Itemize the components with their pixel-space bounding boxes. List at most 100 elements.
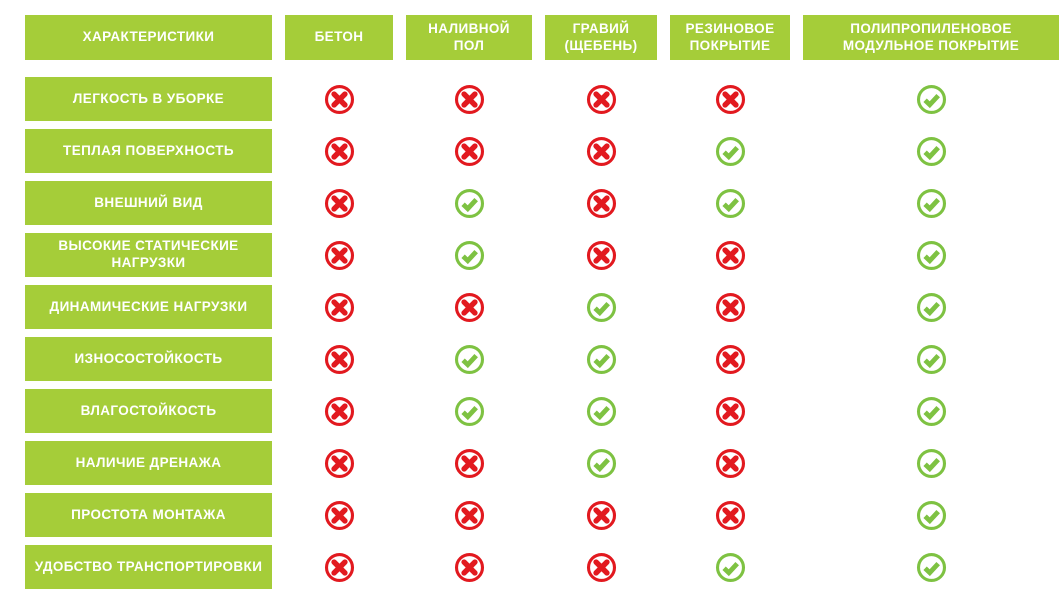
- status-cell: [285, 545, 393, 589]
- cross-in-circle-icon: [324, 136, 355, 167]
- status-cell: [803, 545, 1059, 589]
- column-header-gravel: ГРАВИЙ (ЩЕБЕНЬ): [545, 15, 657, 60]
- cross-in-circle-icon: [586, 500, 617, 531]
- cross-in-circle-icon: [454, 136, 485, 167]
- check-in-circle-icon: [586, 448, 617, 479]
- cross-in-circle-icon: [324, 344, 355, 375]
- check-in-circle-icon: [586, 344, 617, 375]
- status-cell: [803, 389, 1059, 433]
- status-cell: [803, 285, 1059, 329]
- row-label: НАЛИЧИЕ ДРЕНАЖА: [25, 441, 272, 485]
- table-row: ВЫСОКИЕ СТАТИЧЕСКИЕ НАГРУЗКИ: [25, 233, 1060, 277]
- status-cell: [670, 337, 790, 381]
- cross-in-circle-icon: [454, 84, 485, 115]
- cross-in-circle-icon: [324, 292, 355, 323]
- status-cell: [803, 129, 1059, 173]
- cross-in-circle-icon: [586, 188, 617, 219]
- cross-in-circle-icon: [715, 500, 746, 531]
- row-label: ПРОСТОТА МОНТАЖА: [25, 493, 272, 537]
- cross-in-circle-icon: [324, 552, 355, 583]
- row-label: ЛЕГКОСТЬ В УБОРКЕ: [25, 77, 272, 121]
- cross-in-circle-icon: [324, 448, 355, 479]
- check-in-circle-icon: [454, 240, 485, 271]
- row-label: УДОБСТВО ТРАНСПОРТИРОВКИ: [25, 545, 272, 589]
- status-cell: [670, 181, 790, 225]
- check-in-circle-icon: [916, 500, 947, 531]
- check-in-circle-icon: [586, 396, 617, 427]
- check-in-circle-icon: [916, 396, 947, 427]
- column-header-concrete: БЕТОН: [285, 15, 393, 60]
- status-cell: [285, 285, 393, 329]
- cross-in-circle-icon: [715, 84, 746, 115]
- cross-in-circle-icon: [454, 500, 485, 531]
- status-cell: [670, 441, 790, 485]
- cross-in-circle-icon: [715, 344, 746, 375]
- cross-in-circle-icon: [715, 292, 746, 323]
- cross-in-circle-icon: [715, 396, 746, 427]
- row-label: ВЫСОКИЕ СТАТИЧЕСКИЕ НАГРУЗКИ: [25, 233, 272, 277]
- cross-in-circle-icon: [324, 188, 355, 219]
- cross-in-circle-icon: [715, 240, 746, 271]
- cross-in-circle-icon: [454, 292, 485, 323]
- check-in-circle-icon: [586, 292, 617, 323]
- status-cell: [406, 233, 532, 277]
- status-cell: [406, 389, 532, 433]
- status-cell: [406, 129, 532, 173]
- status-cell: [545, 389, 657, 433]
- table-body: ЛЕГКОСТЬ В УБОРКЕ: [25, 77, 1060, 589]
- status-cell: [545, 233, 657, 277]
- check-in-circle-icon: [916, 292, 947, 323]
- status-cell: [406, 441, 532, 485]
- status-cell: [670, 389, 790, 433]
- column-header-rubber-coating: РЕЗИНОВОЕ ПОКРЫТИЕ: [670, 15, 790, 60]
- check-in-circle-icon: [454, 396, 485, 427]
- check-in-circle-icon: [715, 552, 746, 583]
- table-row: ВНЕШНИЙ ВИД: [25, 181, 1060, 225]
- table-row: ТЕПЛАЯ ПОВЕРХНОСТЬ: [25, 129, 1060, 173]
- status-cell: [406, 181, 532, 225]
- cross-in-circle-icon: [586, 136, 617, 167]
- status-cell: [285, 493, 393, 537]
- status-cell: [285, 233, 393, 277]
- status-cell: [285, 337, 393, 381]
- cross-in-circle-icon: [324, 396, 355, 427]
- check-in-circle-icon: [916, 240, 947, 271]
- status-cell: [670, 493, 790, 537]
- status-cell: [545, 285, 657, 329]
- status-cell: [406, 493, 532, 537]
- status-cell: [670, 129, 790, 173]
- table-row: ВЛАГОСТОЙКОСТЬ: [25, 389, 1060, 433]
- check-in-circle-icon: [916, 344, 947, 375]
- status-cell: [285, 129, 393, 173]
- status-cell: [670, 77, 790, 121]
- status-cell: [406, 337, 532, 381]
- row-label: ВЛАГОСТОЙКОСТЬ: [25, 389, 272, 433]
- status-cell: [803, 77, 1059, 121]
- status-cell: [545, 77, 657, 121]
- cross-in-circle-icon: [324, 240, 355, 271]
- status-cell: [803, 181, 1059, 225]
- cross-in-circle-icon: [586, 552, 617, 583]
- status-cell: [545, 181, 657, 225]
- status-cell: [545, 441, 657, 485]
- check-in-circle-icon: [916, 136, 947, 167]
- status-cell: [545, 337, 657, 381]
- table-row: УДОБСТВО ТРАНСПОРТИРОВКИ: [25, 545, 1060, 589]
- status-cell: [670, 545, 790, 589]
- status-cell: [803, 337, 1059, 381]
- cross-in-circle-icon: [715, 448, 746, 479]
- cross-in-circle-icon: [586, 240, 617, 271]
- status-cell: [285, 441, 393, 485]
- row-label: ВНЕШНИЙ ВИД: [25, 181, 272, 225]
- table-row: ИЗНОСОСТОЙКОСТЬ: [25, 337, 1060, 381]
- check-in-circle-icon: [916, 552, 947, 583]
- table-row: НАЛИЧИЕ ДРЕНАЖА: [25, 441, 1060, 485]
- row-label: ТЕПЛАЯ ПОВЕРХНОСТЬ: [25, 129, 272, 173]
- table-header: ХАРАКТЕРИСТИКИ БЕТОН НАЛИВНОЙ ПОЛ ГРАВИЙ…: [25, 15, 1060, 60]
- status-cell: [545, 545, 657, 589]
- check-in-circle-icon: [916, 188, 947, 219]
- status-cell: [670, 233, 790, 277]
- cross-in-circle-icon: [324, 500, 355, 531]
- status-cell: [406, 545, 532, 589]
- check-in-circle-icon: [916, 84, 947, 115]
